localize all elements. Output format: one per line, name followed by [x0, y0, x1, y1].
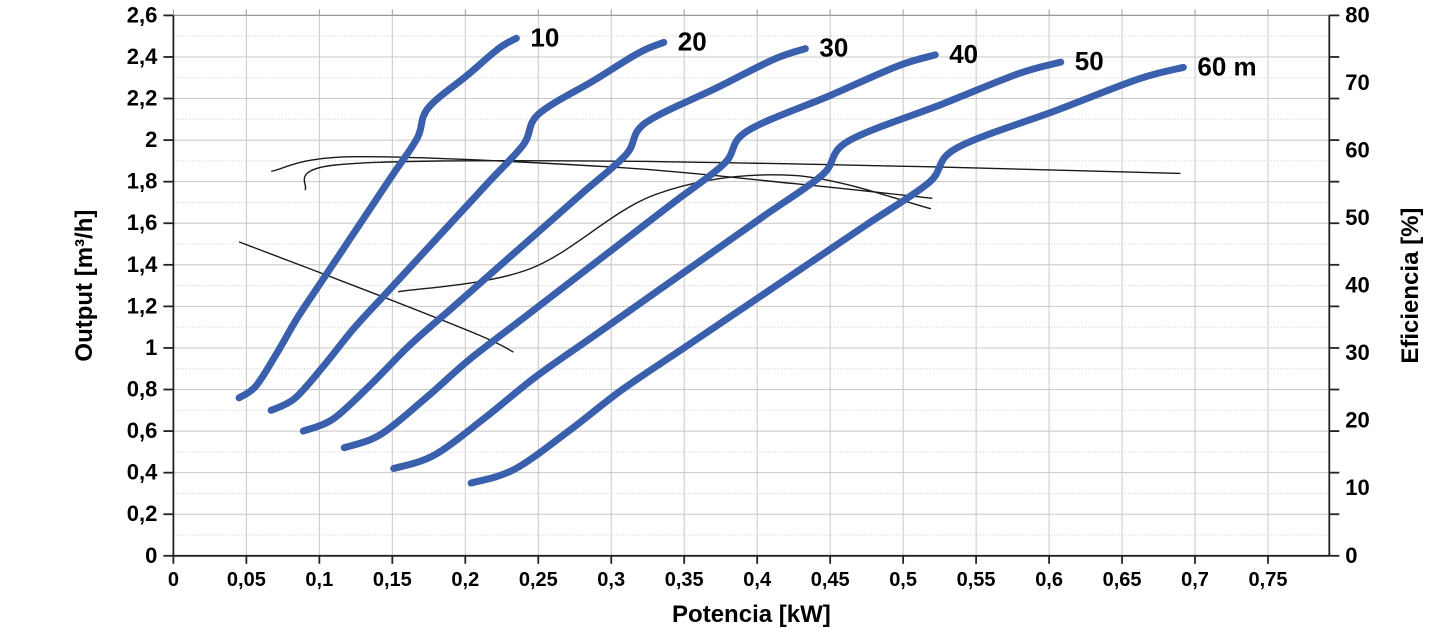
svg-text:1,6: 1,6 — [127, 210, 158, 235]
svg-text:40: 40 — [949, 39, 978, 69]
svg-text:Potencia [kW]: Potencia [kW] — [672, 601, 831, 628]
svg-text:1,4: 1,4 — [127, 252, 158, 277]
svg-text:50: 50 — [1075, 46, 1104, 76]
svg-text:0,4: 0,4 — [743, 569, 772, 591]
svg-text:0,1: 0,1 — [305, 569, 333, 591]
svg-text:0,6: 0,6 — [1035, 569, 1063, 591]
svg-text:1: 1 — [145, 335, 157, 360]
svg-text:2,6: 2,6 — [127, 2, 158, 27]
svg-text:60 m: 60 m — [1197, 51, 1256, 81]
svg-text:2,2: 2,2 — [127, 86, 158, 111]
svg-text:Output [m³/h]: Output [m³/h] — [71, 210, 98, 362]
svg-text:0,75: 0,75 — [1249, 569, 1288, 591]
svg-text:50: 50 — [1345, 205, 1369, 230]
svg-text:0,55: 0,55 — [957, 569, 996, 591]
svg-text:0: 0 — [1345, 543, 1357, 568]
svg-text:0: 0 — [145, 543, 157, 568]
svg-text:0,05: 0,05 — [227, 569, 266, 591]
svg-text:30: 30 — [1345, 340, 1369, 365]
svg-text:0,35: 0,35 — [665, 569, 704, 591]
svg-text:0,45: 0,45 — [811, 569, 850, 591]
svg-text:2,4: 2,4 — [127, 44, 158, 69]
svg-text:Eficiencia [%]: Eficiencia [%] — [1397, 208, 1424, 364]
svg-text:0,2: 0,2 — [451, 569, 479, 591]
svg-text:0,6: 0,6 — [127, 418, 158, 443]
svg-text:0: 0 — [168, 569, 179, 591]
svg-text:0,15: 0,15 — [373, 569, 412, 591]
svg-text:0,3: 0,3 — [597, 569, 625, 591]
svg-text:80: 80 — [1345, 2, 1369, 27]
svg-text:60: 60 — [1345, 138, 1369, 163]
svg-text:0,4: 0,4 — [127, 460, 158, 485]
svg-text:1,8: 1,8 — [127, 169, 158, 194]
svg-text:1,2: 1,2 — [127, 293, 158, 318]
svg-text:0,7: 0,7 — [1181, 569, 1209, 591]
svg-text:70: 70 — [1345, 70, 1369, 95]
svg-text:10: 10 — [1345, 475, 1369, 500]
svg-text:40: 40 — [1345, 273, 1369, 298]
svg-text:0,5: 0,5 — [889, 569, 917, 591]
svg-text:20: 20 — [678, 26, 707, 56]
svg-text:10: 10 — [530, 22, 559, 52]
svg-text:0,65: 0,65 — [1103, 569, 1142, 591]
svg-text:20: 20 — [1345, 408, 1369, 433]
svg-text:2: 2 — [145, 127, 157, 152]
svg-text:0,8: 0,8 — [127, 377, 158, 402]
svg-text:30: 30 — [819, 33, 848, 63]
svg-text:0,2: 0,2 — [127, 501, 158, 526]
svg-text:0,25: 0,25 — [519, 569, 558, 591]
